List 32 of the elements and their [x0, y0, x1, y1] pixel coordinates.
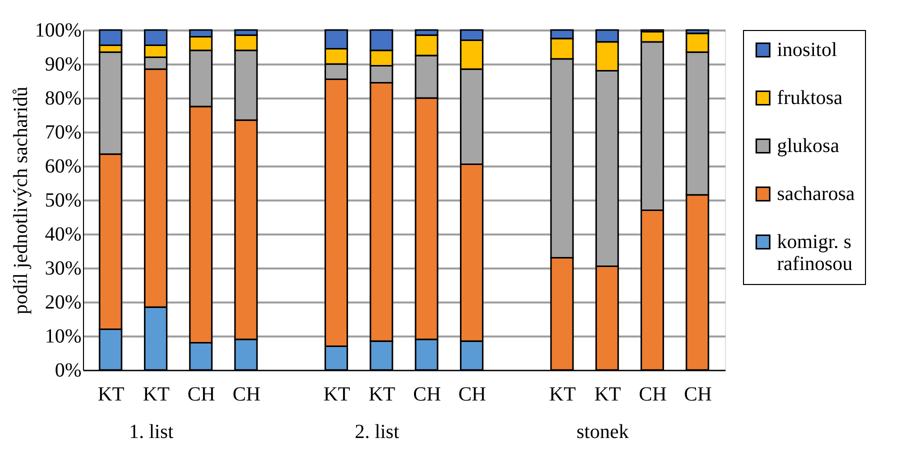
legend-label: fruktosa	[777, 87, 843, 109]
y-tick-label: 20%	[44, 292, 82, 314]
legend-label: glukosa	[777, 135, 840, 157]
x-tick-label: CH	[187, 384, 216, 406]
x-tick-label: CH	[232, 384, 260, 406]
x-tick-label: CH	[458, 384, 486, 406]
x-tick-label: CH	[413, 384, 441, 406]
text: stonek	[576, 421, 629, 443]
y-tick-label: 100%	[34, 20, 82, 42]
y-tick-label: 60%	[44, 156, 82, 178]
y-axis-title: podíl jednotlivých sacharidů	[10, 86, 32, 314]
x-tick-label: CH	[638, 384, 667, 406]
text: 1. list	[128, 421, 174, 443]
x-tick-label: KT	[98, 384, 124, 406]
y-tick-label: 0%	[54, 360, 82, 382]
y-tick-label: 40%	[44, 224, 82, 246]
y-tick-label: 50%	[44, 190, 82, 212]
legend-label: komigr. s rafinosou	[777, 231, 853, 275]
legend-label: sacharosa	[777, 183, 855, 205]
x-tick-label: KT	[323, 384, 350, 406]
y-tick-label: 90%	[44, 54, 82, 76]
y-tick-label: 80%	[44, 88, 82, 110]
legend-label: inositol	[777, 39, 838, 61]
x-tick-label: KT	[549, 384, 576, 406]
y-tick-label: 10%	[44, 326, 82, 348]
text: 2. list	[354, 421, 400, 443]
x-tick-label: CH	[684, 384, 712, 406]
y-tick-label: 70%	[44, 122, 82, 144]
x-tick-label: KT	[368, 384, 396, 406]
x-tick-label: KT	[142, 384, 170, 406]
y-tick-label: 30%	[44, 258, 82, 280]
x-tick-label: KT	[594, 384, 621, 406]
